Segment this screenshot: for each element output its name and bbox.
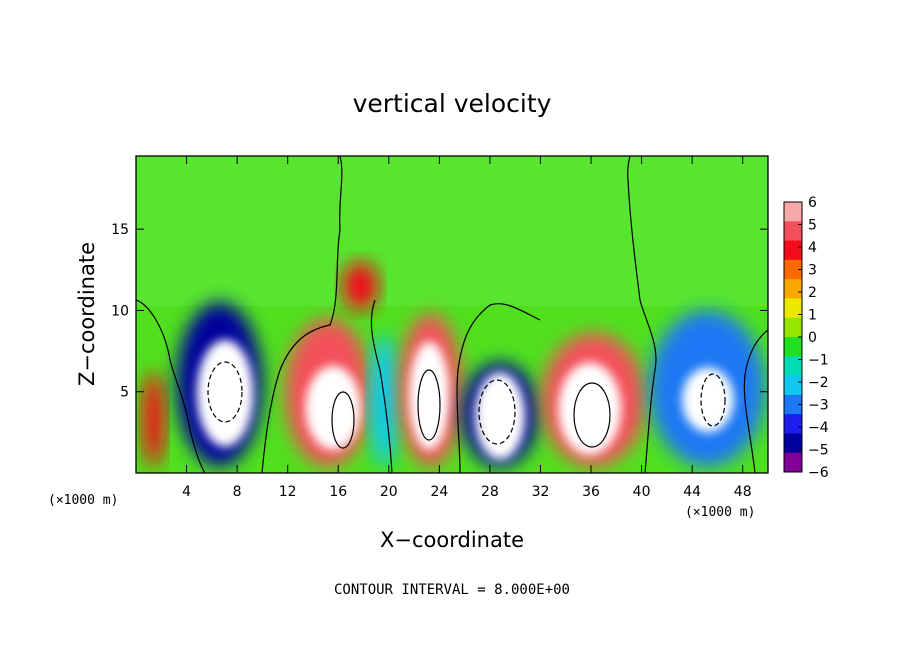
x-tick-label: 16 — [329, 484, 347, 500]
velocity-cell-6 — [342, 261, 379, 311]
colorbar-tick-label: 2 — [808, 285, 817, 301]
y-tick-label: 10 — [111, 303, 129, 319]
colorbar-tick-label: −3 — [808, 398, 829, 414]
colorbar-tick-label: −5 — [808, 443, 829, 459]
x-tick-label: 24 — [430, 484, 448, 500]
x-tick-label: 12 — [279, 484, 297, 500]
colorbar-swatch — [784, 375, 802, 396]
colorbar-swatch — [784, 394, 802, 415]
contour-updraft-core-3 — [573, 382, 611, 448]
x-tick-label: 32 — [532, 484, 550, 500]
colorbar-tick-label: −4 — [808, 420, 829, 436]
velocity-cell-11 — [474, 372, 526, 460]
colorbar-tick-label: 6 — [808, 195, 817, 211]
colorbar-swatch — [784, 317, 802, 338]
contour-line-left — [136, 299, 206, 473]
colorbar-swatch — [784, 356, 802, 377]
colorbar-tick-label: 0 — [808, 330, 817, 346]
colorbar-tick-label: −2 — [808, 375, 829, 391]
velocity-cell-9 — [409, 341, 450, 451]
x-axis-label: X−coordinate — [380, 528, 524, 552]
contour-interval-note: CONTOUR INTERVAL = 8.000E+00 — [334, 582, 570, 598]
colorbar-swatch — [784, 259, 802, 280]
contour-updraft-core-2 — [417, 369, 441, 441]
velocity-cell-1 — [142, 372, 166, 467]
x-tick-label: 40 — [633, 484, 651, 500]
contour-downdraft-core-1 — [207, 361, 243, 423]
colorbar-tick-label: 3 — [808, 263, 817, 279]
x-tick-label: 48 — [734, 484, 752, 500]
colorbar-tick-label: −1 — [808, 353, 829, 369]
velocity-cell-13 — [558, 362, 622, 456]
y-axis-ticks: 5 10 15 — [111, 222, 768, 401]
contour-line-far-right — [743, 329, 768, 473]
x-tick-label: 8 — [233, 484, 242, 500]
colorbar-swatch — [784, 202, 802, 222]
y-tick-label: 15 — [111, 222, 129, 238]
x-tick-label: 20 — [380, 484, 398, 500]
plot-frame — [135, 155, 769, 474]
colorbar-swatch — [784, 433, 802, 454]
colorbar-tick-label: −6 — [808, 465, 829, 481]
x-tick-label: 28 — [481, 484, 499, 500]
plot-area — [136, 156, 768, 473]
colorbar-swatch — [784, 337, 802, 357]
x-tick-label: 44 — [683, 484, 701, 500]
contour-downdraft-core-2 — [478, 379, 516, 445]
colorbar-tick-label: 1 — [808, 308, 817, 324]
x-axis-ticks: 4 8 12 16 20 24 28 32 36 40 44 48 — [182, 156, 752, 500]
velocity-cell-3 — [196, 339, 254, 447]
colorbar-swatch — [784, 414, 802, 434]
colorbar-swatch — [784, 298, 802, 319]
x-tick-label: 4 — [182, 484, 191, 500]
contour-downdraft-core-3 — [700, 373, 726, 427]
contour-line-center — [370, 299, 393, 473]
chart-title: vertical velocity — [353, 89, 552, 118]
colorbar-tick-label: 4 — [808, 240, 817, 256]
contour-line-right — [627, 156, 657, 473]
upper-atmosphere-band — [136, 156, 768, 306]
velocity-cells — [142, 261, 766, 467]
contour-line-center-left — [261, 156, 343, 473]
velocity-cell-15 — [682, 367, 734, 433]
y-axis-label: Z−coordinate — [75, 242, 99, 386]
contour-line-mid — [456, 303, 541, 473]
contour-updraft-core-1 — [331, 391, 355, 449]
colorbar-tick-label: 5 — [808, 218, 817, 234]
colorbar-swatch — [784, 240, 802, 261]
colorbar-swatch — [784, 221, 802, 242]
colorbar-swatch — [784, 452, 802, 473]
colorbar: 6 5 4 3 2 1 0 −1 −2 −3 −4 −5 −6 — [783, 195, 829, 481]
x-unit-left: (×1000 m) — [48, 493, 118, 508]
y-tick-label: 5 — [120, 385, 129, 401]
colorbar-swatch — [784, 279, 802, 299]
contour-lines — [136, 156, 768, 473]
x-tick-label: 36 — [582, 484, 600, 500]
x-unit-right: (×1000 m) — [685, 505, 755, 520]
